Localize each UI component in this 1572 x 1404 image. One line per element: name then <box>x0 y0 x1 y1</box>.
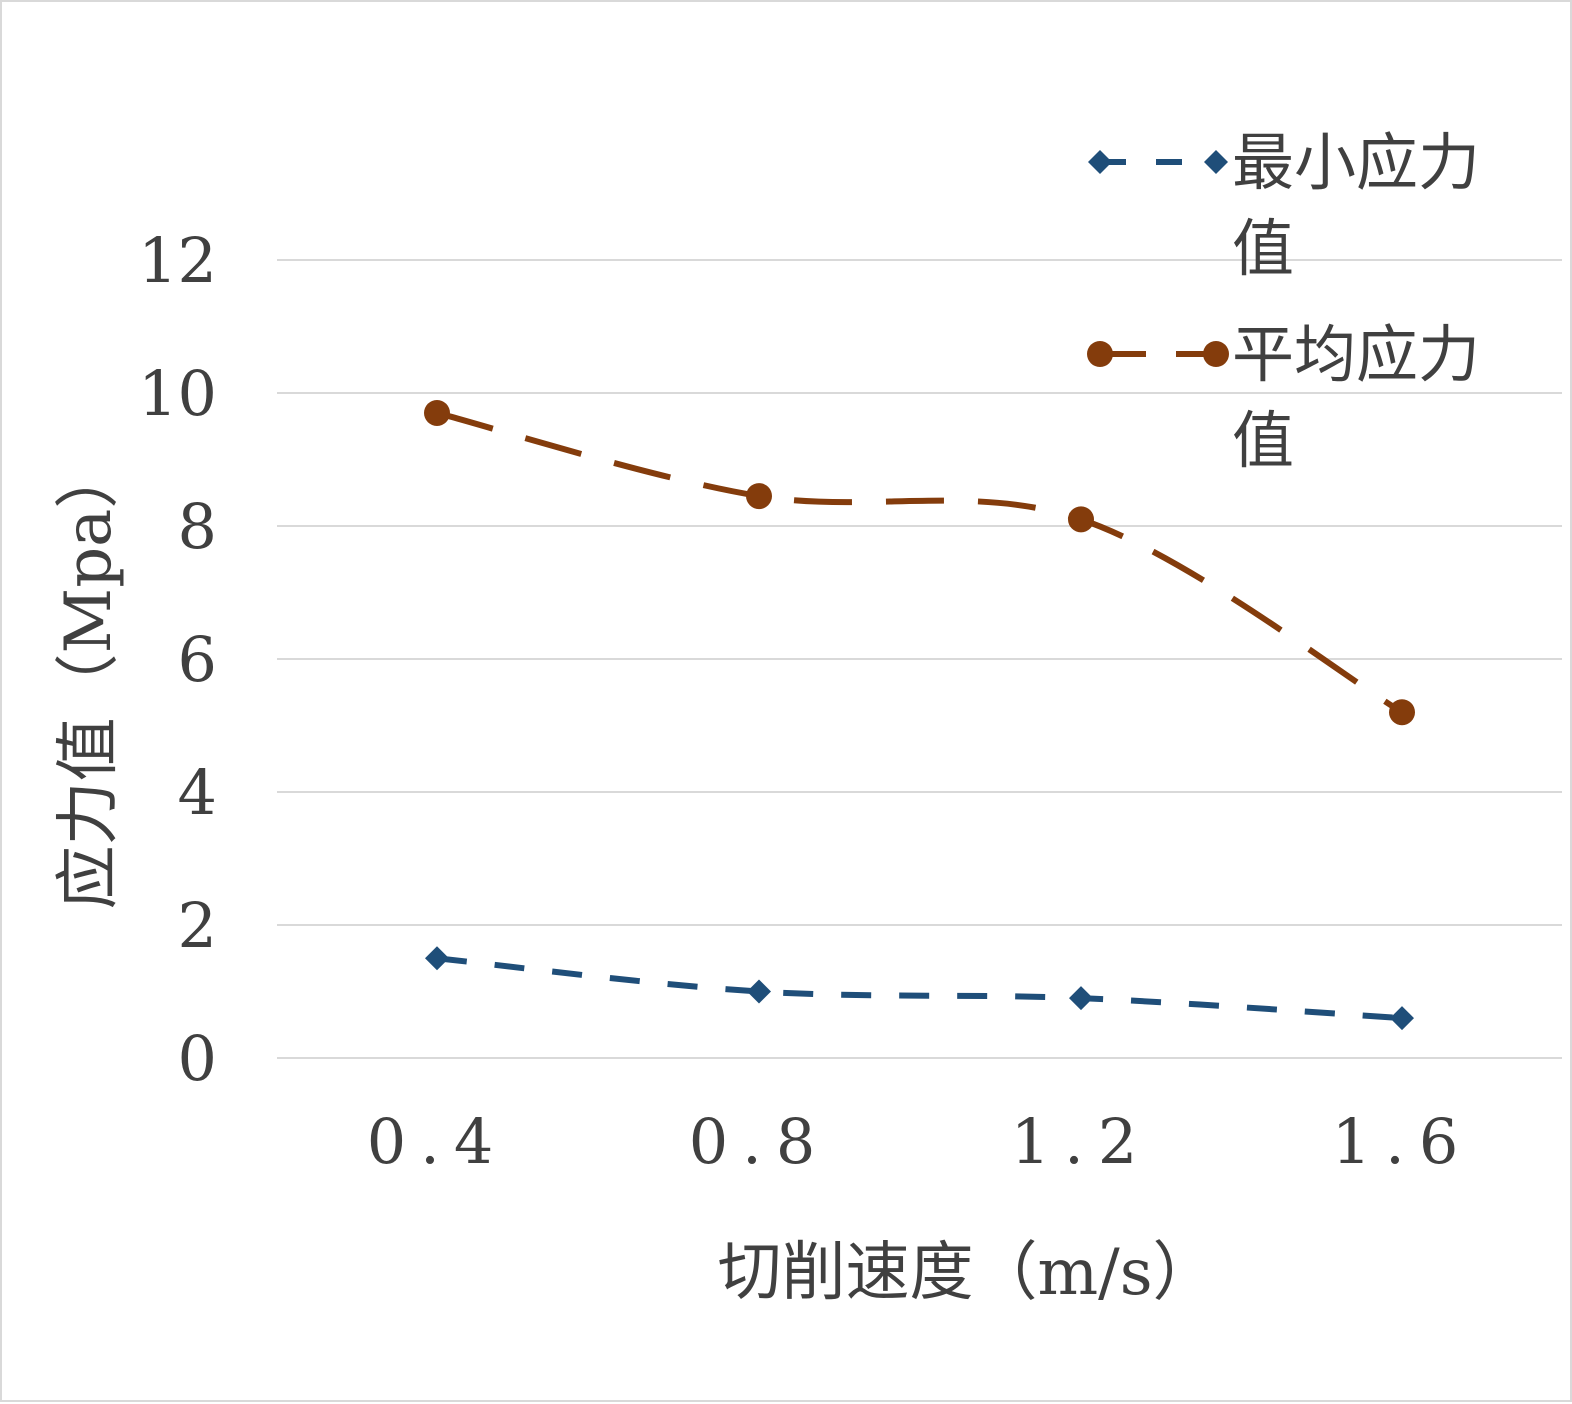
data-point <box>425 946 449 971</box>
legend-label: 最小应力 <box>1232 126 1480 199</box>
gridlines <box>277 259 1562 1059</box>
data-point <box>746 483 772 510</box>
data-point <box>424 399 450 426</box>
y-tick-label: 2 <box>178 889 217 962</box>
legend-marker <box>1204 150 1228 174</box>
series-line <box>436 955 1403 1022</box>
x-tick-label: 1.2 <box>1011 1105 1152 1178</box>
y-tick-label: 0 <box>178 1022 217 1095</box>
data-point <box>1390 1006 1414 1031</box>
series-0 <box>425 946 1414 1031</box>
data-point <box>1389 699 1415 726</box>
series <box>424 399 1415 1031</box>
y-tick-label: 10 <box>138 357 217 430</box>
legend-label: 值 <box>1232 404 1294 477</box>
data-point <box>1069 986 1093 1011</box>
series-1 <box>424 399 1415 726</box>
y-tick-label: 8 <box>178 490 217 563</box>
y-tick-label: 6 <box>178 623 217 696</box>
legend-label: 平均应力 <box>1232 318 1480 391</box>
series-line <box>436 410 1404 715</box>
x-axis-ticks: 0.4 0.8 1.2 1.6 <box>367 1105 1473 1178</box>
legend-label: 值 <box>1232 212 1294 285</box>
y-tick-label: 12 <box>138 224 217 297</box>
y-axis-ticks: 0 2 4 6 8 10 12 <box>138 224 217 1095</box>
y-tick-label: 4 <box>178 756 217 829</box>
legend-marker <box>1088 150 1112 174</box>
x-tick-label: 1.6 <box>1332 1105 1473 1178</box>
data-point <box>747 979 771 1004</box>
data-point <box>1068 506 1094 533</box>
x-axis-title: 切削速度（m/s） <box>717 1236 1216 1310</box>
y-axis-title: 应力值（Mpa） <box>52 445 126 910</box>
legend-marker <box>1087 341 1113 367</box>
x-tick-label: 0.8 <box>689 1105 830 1178</box>
x-tick-label: 0.4 <box>367 1105 508 1178</box>
legend-marker <box>1203 341 1229 367</box>
